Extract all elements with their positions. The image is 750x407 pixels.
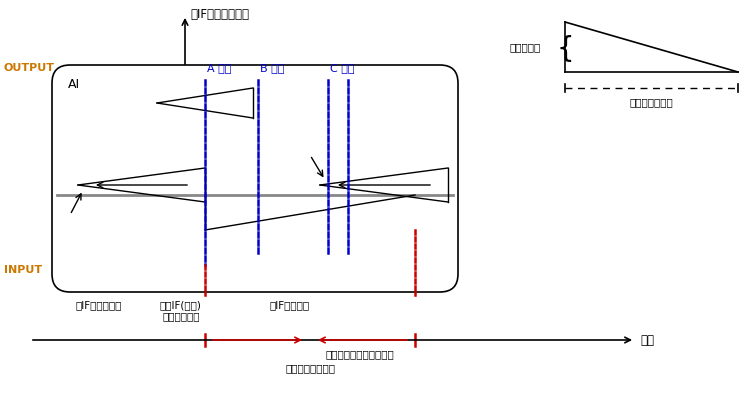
Text: AI: AI <box>68 78 80 91</box>
Text: 体感IF(快楽)
なでなでなど: 体感IF(快楽) なでなでなど <box>160 300 202 322</box>
Text: B 地点: B 地点 <box>260 63 284 73</box>
Text: {: { <box>557 35 574 63</box>
Text: 足IF「一歩前へ」: 足IF「一歩前へ」 <box>190 8 249 21</box>
Text: 実行条件となる。: 実行条件となる。 <box>285 363 335 373</box>
Text: OUTPUT: OUTPUT <box>4 63 55 73</box>
Text: 耳IF「凱い」: 耳IF「凱い」 <box>270 300 310 310</box>
FancyBboxPatch shape <box>52 65 458 292</box>
Text: C 地点: C 地点 <box>330 63 355 73</box>
Text: INPUT: INPUT <box>4 265 42 275</box>
Text: A 地点: A 地点 <box>207 63 231 73</box>
Text: 耳IF「おいで」: 耳IF「おいで」 <box>75 300 122 310</box>
Text: 時間: 時間 <box>640 333 654 346</box>
Text: 刺激の強さ: 刺激の強さ <box>510 42 542 52</box>
Text: この間に発生した刺激が: この間に発生した刺激が <box>325 349 394 359</box>
Text: 刺激の滞在時間: 刺激の滞在時間 <box>630 97 674 107</box>
